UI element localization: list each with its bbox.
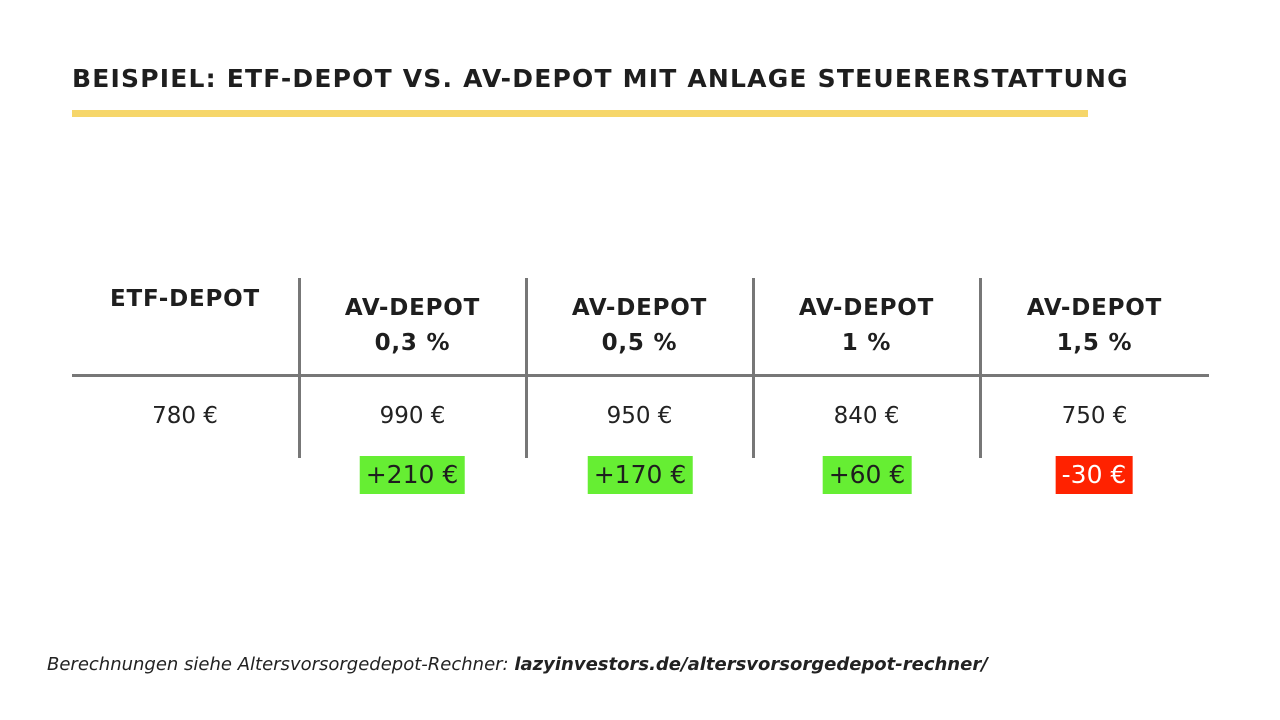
column-header-line1: AV-DEPOT [798,295,935,321]
column-divider [752,278,755,458]
column-header-line1: ETF-DEPOT [109,286,261,312]
header-divider [72,374,1209,377]
difference-badge-negative: -30 € [1055,456,1133,494]
column-header-line2: 0,5 % [601,330,678,356]
footer-prefix: Berechnungen siehe Altersvorsorgedepot-R… [47,654,515,675]
column-header-line1: AV-DEPOT [571,295,708,321]
column-header-line2: 1,5 % [1056,330,1133,356]
difference-badge-positive: +170 € [587,456,693,494]
footer-link[interactable]: lazyinvestors.de/altersvorsorgedepot-rec… [514,654,988,675]
column-header-av-depot-0-3: AV-DEPOT 0,3 % [299,291,526,361]
column-divider [979,278,982,458]
column-header-etf-depot: ETF-DEPOT [72,282,298,317]
column-header-line1: AV-DEPOT [344,295,481,321]
value-cell: 750 € [1061,403,1128,429]
column-header-line2: 1 % [841,330,892,356]
column-header-av-depot-1-5: AV-DEPOT 1,5 % [980,291,1209,361]
page-title: BEISPIEL: ETF-DEPOT VS. AV-DEPOT MIT ANL… [72,64,1129,93]
column-divider [298,278,301,458]
title-underline [72,110,1088,117]
column-header-av-depot-0-5: AV-DEPOT 0,5 % [526,291,753,361]
value-cell: 780 € [152,403,218,429]
difference-badge-positive: +210 € [359,456,465,494]
column-divider [525,278,528,458]
difference-badge-positive: +60 € [822,456,912,494]
column-header-line2: 0,3 % [374,330,451,356]
column-header-av-depot-1: AV-DEPOT 1 % [753,291,980,361]
value-cell: 950 € [606,403,673,429]
value-cell: 840 € [833,403,900,429]
value-cell: 990 € [379,403,446,429]
column-header-line1: AV-DEPOT [1026,295,1163,321]
footer-note: Berechnungen siehe Altersvorsorgedepot-R… [47,654,988,675]
